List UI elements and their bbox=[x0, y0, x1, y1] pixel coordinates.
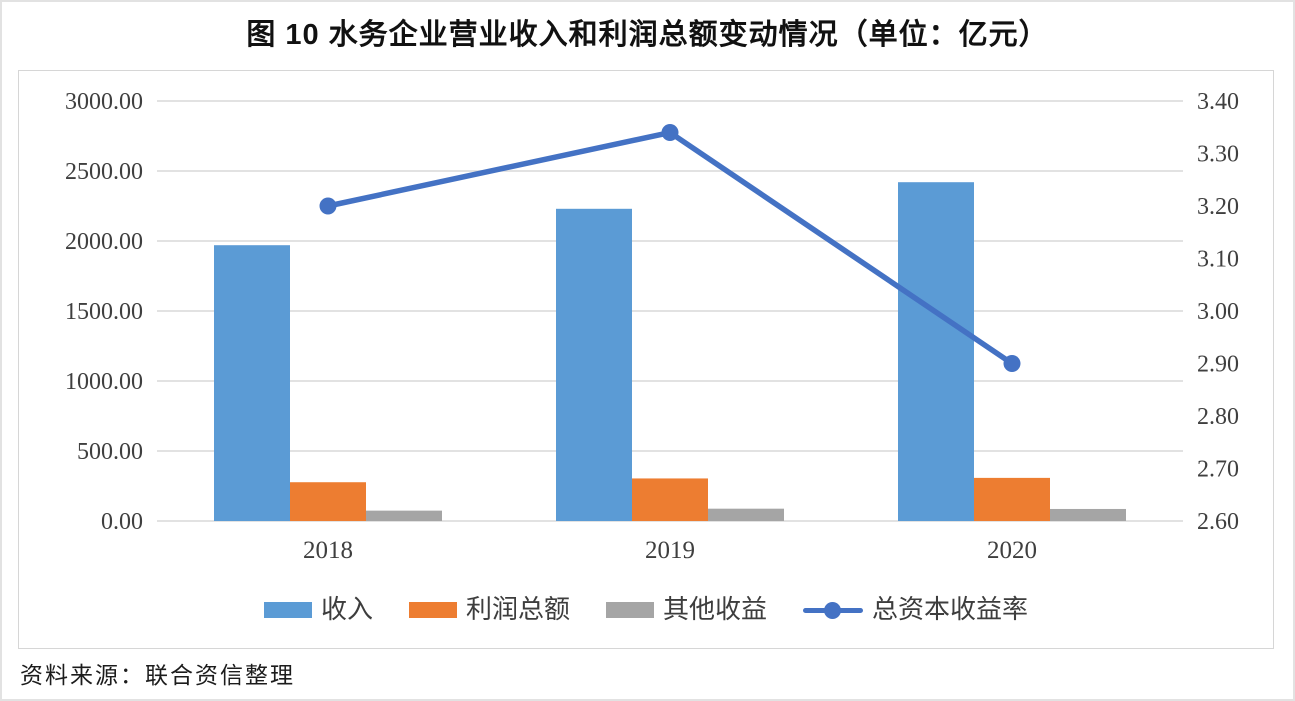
left-axis-tick: 2500.00 bbox=[65, 159, 143, 185]
source-note: 资料来源：联合资信整理 bbox=[20, 663, 295, 688]
left-axis-tick: 500.00 bbox=[77, 439, 143, 465]
legend-label: 利润总额 bbox=[465, 595, 570, 624]
right-axis-tick: 3.40 bbox=[1197, 89, 1239, 115]
bar-收入-2020 bbox=[898, 182, 974, 521]
bar-利润总额-2019 bbox=[632, 478, 708, 521]
chart-area: 0.00 500.00 1000.00 1500.00 2000.00 2500.00 30… bbox=[18, 70, 1274, 649]
bar-收入-2018 bbox=[214, 245, 290, 521]
legend-item-利润总额: 利润总额 bbox=[408, 595, 570, 625]
legend-label: 收入 bbox=[320, 595, 373, 624]
left-axis-tick: 3000.00 bbox=[65, 89, 143, 115]
legend-item-收入: 收入 bbox=[263, 595, 373, 625]
left-axis-tick: 1500.00 bbox=[65, 299, 143, 325]
right-axis-tick: 2.90 bbox=[1197, 352, 1239, 378]
bar-其他收益-2019 bbox=[708, 508, 784, 521]
bar-其他收益-2018 bbox=[366, 510, 442, 521]
x-axis-label-2019: 2019 bbox=[645, 537, 695, 564]
right-axis-tick: 2.80 bbox=[1197, 404, 1239, 430]
marker-总资本收益率-2019 bbox=[661, 124, 679, 141]
legend-swatch bbox=[408, 602, 457, 618]
marker-总资本收益率-2018 bbox=[319, 197, 337, 215]
right-axis-tick: 3.10 bbox=[1197, 247, 1239, 273]
bar-利润总额-2018 bbox=[290, 482, 366, 521]
legend-label: 其他收益 bbox=[663, 595, 768, 624]
legend-swatch bbox=[263, 602, 312, 618]
legend-item-总资本收益率: 总资本收益率 bbox=[803, 595, 1028, 625]
right-axis-tick: 3.20 bbox=[1197, 194, 1239, 220]
left-axis-tick: 1000.00 bbox=[65, 369, 143, 395]
legend: 收入 利润总额 其他收益 总资本收益率 bbox=[19, 595, 1273, 625]
legend-line-marker-icon bbox=[803, 601, 864, 619]
legend-item-其他收益: 其他收益 bbox=[606, 595, 767, 625]
left-axis-tick: 2000.00 bbox=[65, 229, 143, 255]
bar-其他收益-2020 bbox=[1050, 508, 1126, 521]
x-axis-label-2020: 2020 bbox=[987, 537, 1037, 564]
chart-canvas: 0.00 500.00 1000.00 1500.00 2000.00 2500.00 30… bbox=[65, 89, 1239, 564]
chart-title: 图 10 水务企业营业收入和利润总额变动情况（单位：亿元） bbox=[246, 19, 1049, 51]
x-axis-label-2018: 2018 bbox=[303, 537, 353, 564]
marker-总资本收益率-2020 bbox=[1003, 355, 1021, 372]
right-axis-tick: 3.30 bbox=[1197, 142, 1239, 168]
legend-swatch bbox=[606, 602, 654, 618]
right-axis-tick: 3.00 bbox=[1197, 299, 1239, 325]
legend-label: 总资本收益率 bbox=[872, 595, 1029, 624]
right-axis-tick: 2.70 bbox=[1197, 457, 1239, 483]
bar-利润总额-2020 bbox=[974, 477, 1050, 521]
bar-收入-2019 bbox=[556, 208, 632, 522]
left-axis-tick: 0.00 bbox=[101, 509, 143, 535]
right-axis-tick: 2.60 bbox=[1197, 509, 1239, 535]
